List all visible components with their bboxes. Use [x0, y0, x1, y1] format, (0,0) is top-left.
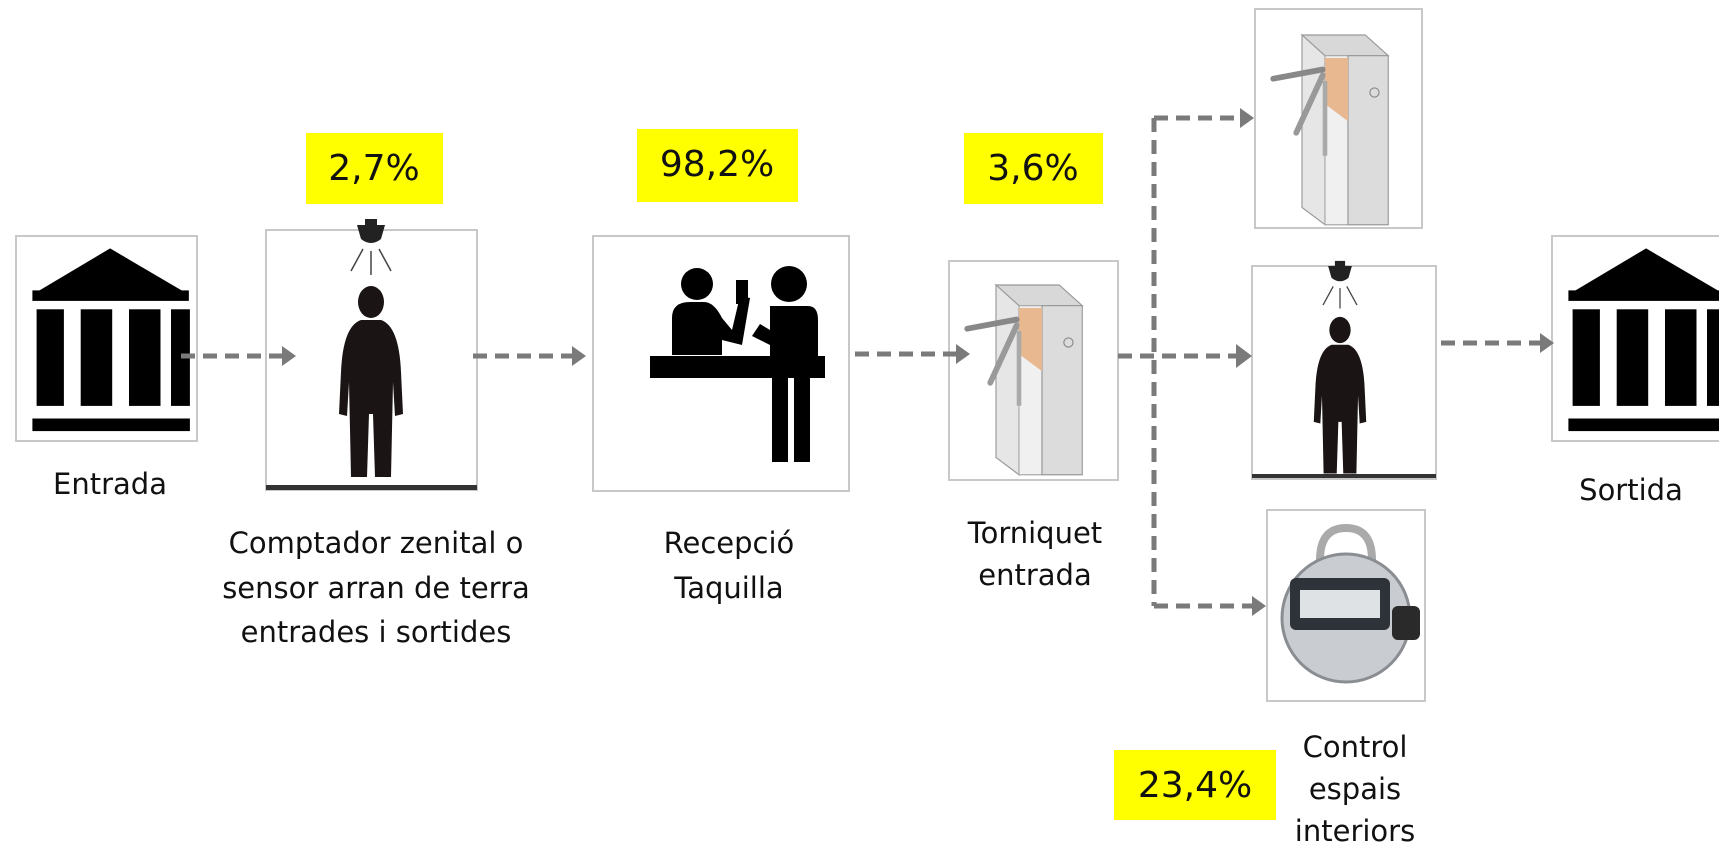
floor	[266, 485, 477, 490]
percentage: 3,6%	[987, 148, 1078, 189]
shape	[772, 378, 788, 462]
flow-arrows	[181, 108, 1554, 616]
shape	[681, 268, 713, 300]
node-label: Entrada	[53, 467, 167, 501]
percentage-box	[637, 129, 798, 202]
shape	[1392, 606, 1420, 640]
percentage-box	[306, 133, 443, 204]
shape	[282, 346, 296, 366]
shape	[736, 280, 748, 304]
shape	[794, 378, 810, 462]
shape	[956, 344, 970, 364]
node-label: sensor arran de terra	[222, 571, 530, 605]
node-label: Control	[1303, 730, 1408, 764]
node-label: Recepció	[664, 526, 795, 560]
reception-icon	[650, 266, 825, 462]
shape	[752, 306, 818, 378]
node-label: interiors	[1295, 814, 1415, 848]
percentage-box	[964, 133, 1103, 204]
shape	[1236, 344, 1252, 368]
shape	[771, 266, 807, 302]
percentage: 23,4%	[1138, 765, 1252, 806]
shape	[1300, 590, 1380, 618]
interior-floor	[1252, 474, 1436, 478]
node-label: Torniquet	[967, 516, 1102, 550]
shape	[1252, 596, 1266, 616]
node-label: entrades i sortides	[241, 615, 512, 649]
node-label: Sortida	[1579, 473, 1683, 507]
percentage: 98,2%	[660, 144, 774, 185]
node-label: entrada	[978, 558, 1091, 592]
node-label: espais	[1309, 772, 1401, 806]
counter-icon	[1280, 523, 1420, 684]
shape	[1240, 108, 1254, 128]
node-label: Taquilla	[673, 571, 783, 605]
percentage: 2,7%	[328, 148, 419, 189]
node-label: Comptador zenital o	[229, 526, 524, 560]
shape	[1316, 523, 1376, 561]
shape	[572, 346, 586, 366]
shape	[1540, 333, 1554, 353]
percentage-box	[1114, 750, 1276, 820]
shape	[672, 296, 750, 355]
